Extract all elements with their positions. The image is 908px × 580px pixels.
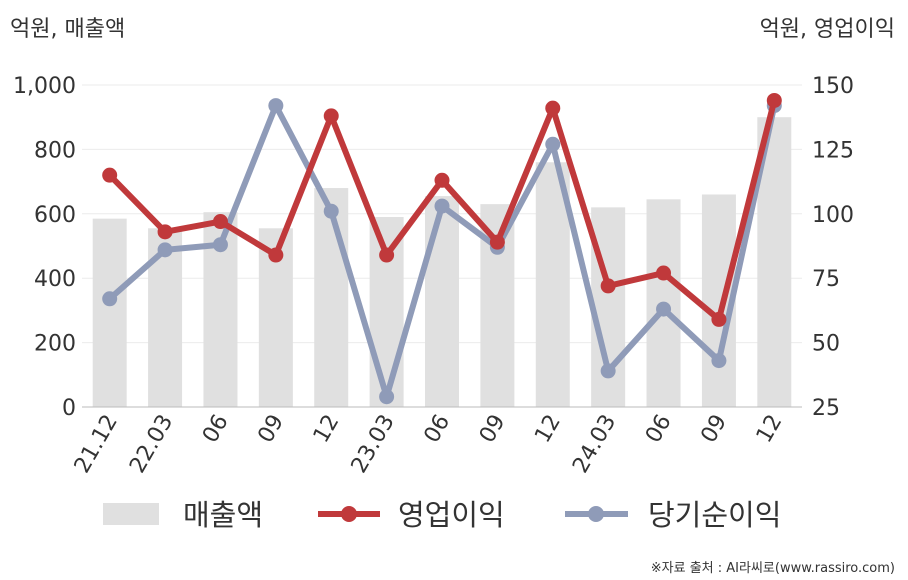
right-tick-label: 100 — [812, 203, 854, 228]
operating-profit-point — [212, 214, 228, 230]
x-tick-label: 06 — [198, 411, 234, 448]
x-tick-label: 22.03 — [125, 411, 178, 478]
legend-label-net-income: 당기순이익 — [648, 498, 781, 532]
net-income-point — [268, 98, 284, 114]
legend-label-operating-profit: 영업이익 — [398, 498, 505, 532]
left-unit-label: 억원, 매출액 — [10, 17, 125, 42]
right-unit-label: 억원, 영업이익 — [760, 17, 895, 42]
operating-profit-point — [434, 172, 450, 188]
left-tick-label: 200 — [34, 332, 76, 357]
bar-21.12 — [92, 218, 127, 407]
x-tick-label: 06 — [641, 411, 677, 448]
legend-label-revenue: 매출액 — [183, 498, 263, 532]
left-tick-label: 0 — [62, 396, 76, 421]
x-tick-label: 23.03 — [347, 411, 400, 478]
net-income-point — [379, 389, 395, 405]
operating-profit-point — [489, 234, 505, 250]
legend-marker-operating-profit — [341, 506, 357, 522]
legend-marker-net-income — [588, 506, 604, 522]
operating-profit-point — [157, 224, 173, 240]
operating-profit-point — [102, 167, 118, 183]
left-tick-label: 800 — [34, 138, 76, 163]
net-income-point — [600, 363, 616, 379]
net-income-point — [434, 198, 450, 214]
legend: 매출액 영업이익 당기순이익 — [103, 498, 781, 532]
right-tick-label: 75 — [812, 267, 840, 292]
net-income-point — [157, 242, 173, 258]
revenue-bars — [92, 117, 792, 407]
operating-profit-point — [711, 311, 727, 327]
legend-swatch-revenue — [103, 503, 159, 525]
x-tick-label: 12 — [752, 411, 788, 448]
operating-profit-point — [545, 100, 561, 116]
x-tick-label: 12 — [530, 411, 566, 448]
left-tick-label: 1,000 — [13, 74, 76, 99]
net-income-point — [212, 237, 228, 253]
operating-profit-point — [379, 247, 395, 263]
net-income-point — [545, 136, 561, 152]
operating-profit-point — [268, 247, 284, 263]
right-tick-label: 25 — [812, 396, 840, 421]
right-tick-label: 125 — [812, 138, 854, 163]
right-tick-label: 150 — [812, 74, 854, 99]
right-tick-label: 50 — [812, 332, 840, 357]
net-income-point — [102, 291, 118, 307]
operating-profit-point — [766, 92, 782, 108]
operating-profit-point — [656, 265, 672, 281]
left-tick-label: 400 — [34, 267, 76, 292]
x-tick-label: 21.12 — [70, 411, 123, 478]
operating-profit-point — [600, 278, 616, 294]
net-income-point — [656, 301, 672, 317]
source-note: ※자료 출처 : AI라씨로(www.rassiro.com) — [651, 561, 895, 576]
x-tick-label: 24.03 — [568, 411, 621, 478]
x-tick-label: 09 — [475, 411, 511, 448]
bar-06 — [425, 196, 459, 407]
bar-12 — [314, 188, 349, 407]
profit-lines — [102, 92, 782, 405]
net-income-point — [323, 203, 339, 219]
x-tick-label: 09 — [253, 411, 289, 448]
x-tick-label: 09 — [696, 411, 732, 448]
bar-23.03 — [369, 217, 404, 407]
x-tick-label: 06 — [420, 411, 456, 448]
left-tick-label: 600 — [34, 203, 76, 228]
x-tick-label: 12 — [309, 411, 345, 448]
operating-profit-point — [323, 108, 339, 124]
net-income-point — [711, 353, 727, 369]
